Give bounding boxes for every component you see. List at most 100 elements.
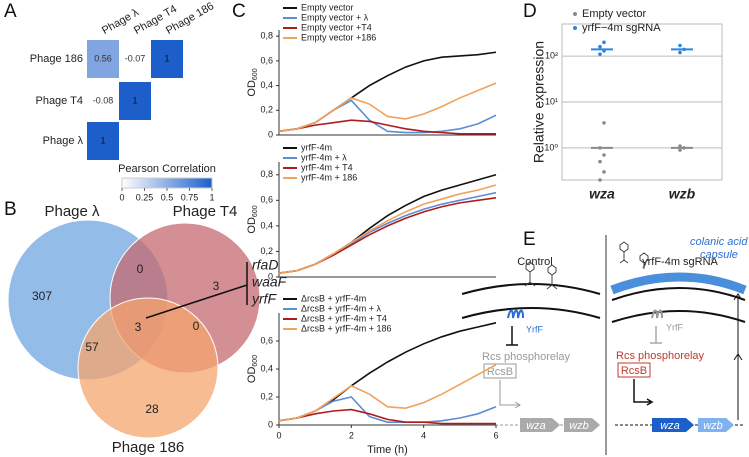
y-tick-label: 0,6 — [260, 335, 273, 345]
y-axis-label-main: OD — [246, 80, 258, 97]
x-tick-label: 0 — [276, 430, 281, 440]
dot — [602, 153, 606, 157]
panel-label: E — [523, 229, 536, 250]
y-tick-label: 10⁰ — [544, 142, 558, 152]
legend-label: yrfF-4m — [301, 142, 332, 152]
capsule-label: colanic acid — [690, 236, 748, 248]
series-line — [278, 408, 496, 425]
y-tick-label: 0,2 — [260, 105, 273, 115]
legend-label: yrfF-4m + T4 — [301, 162, 353, 172]
legend-swatch — [573, 12, 577, 16]
legend-label: ΔrcsB + yrfF-4m + T4 — [301, 313, 387, 323]
y-tick-label: 0 — [268, 129, 273, 139]
y-tick-label: 0,6 — [260, 195, 273, 205]
series-line — [278, 196, 497, 274]
regulator-box — [617, 362, 651, 378]
cell-label: -0.08 — [93, 95, 114, 105]
y-axis-label-main: OD — [246, 367, 258, 384]
protein-label: YrfF — [526, 324, 544, 334]
activation — [633, 379, 654, 406]
y-axis-label-sub: 600 — [252, 205, 259, 217]
y-tick-label: 0,4 — [260, 220, 273, 230]
y-axis-label-main: OD — [246, 217, 258, 234]
y-tick-label: 0 — [268, 271, 273, 281]
series-line — [278, 119, 496, 135]
legend-label: ΔrcsB + yrfF-4m — [301, 293, 366, 303]
regulator-label: RcsB — [487, 366, 513, 378]
legend-label: yrfF−4m sgRNA — [582, 22, 661, 34]
heatmap-cell — [151, 40, 183, 78]
set-label: Phage 186 — [112, 439, 185, 456]
gene-label: rfaD — [252, 257, 278, 273]
region-count: 57 — [85, 340, 99, 354]
colorbar-tick-label: 0.25 — [136, 192, 154, 202]
x-tick-label: wza — [589, 186, 615, 202]
region-count: 3 — [213, 279, 220, 293]
legend-label: Empty vector — [582, 8, 647, 20]
heatmap-cell — [119, 82, 151, 120]
legend-label: Empty vector — [301, 2, 354, 12]
regulator-label: RcsB — [621, 365, 647, 377]
heatmap-cell — [87, 122, 119, 160]
legend-label: Empty vector + λ — [301, 12, 369, 22]
legend-label: Empty vector +186 — [301, 32, 376, 42]
y-tick-label: 0,4 — [260, 363, 273, 373]
gene-label: wza — [660, 420, 680, 432]
y-axis-label: Relative expression — [531, 41, 547, 163]
region-count: 0 — [193, 319, 200, 333]
y-tick-label: 0 — [268, 419, 273, 429]
colorbar-tick-label: 0.75 — [181, 192, 199, 202]
y-tick-label: 0,6 — [260, 55, 273, 65]
dot — [602, 170, 606, 174]
row-label: Phage 186 — [30, 53, 83, 65]
region-count: 0 — [137, 262, 144, 276]
x-tick-label: 4 — [421, 430, 426, 440]
colorbar-tick-label: 0 — [119, 192, 124, 202]
set-label: Phage T4 — [173, 203, 238, 220]
outer-membrane — [611, 287, 746, 301]
outer-membrane — [461, 283, 601, 295]
set-label: Phage λ — [44, 203, 100, 220]
cell-label: -0.07 — [125, 53, 146, 63]
heatmap-cell — [119, 40, 151, 78]
heatmap-cell — [87, 40, 119, 78]
dot — [678, 43, 682, 48]
diagram-title: Control — [517, 256, 552, 268]
y-tick-label: 0,4 — [260, 80, 273, 90]
panel-label: A — [4, 1, 17, 22]
dot — [598, 159, 602, 164]
venn-set — [77, 297, 219, 439]
x-tick-label: 2 — [349, 430, 354, 440]
dot — [678, 50, 682, 55]
colorbar-title: Pearson Correlation — [118, 163, 216, 175]
protein-label: YrfF — [666, 322, 684, 332]
gene-label: wzb — [703, 420, 723, 432]
legend-swatch — [573, 26, 577, 30]
series-line — [278, 396, 497, 423]
y-tick-label: 0,2 — [260, 246, 273, 256]
x-tick-label: wzb — [669, 186, 696, 202]
gene-label: wza — [526, 420, 546, 432]
dot — [602, 121, 606, 125]
inner-membrane — [611, 310, 746, 323]
capsule-label: capsule — [700, 249, 738, 261]
gene-arrow — [698, 418, 734, 432]
y-axis-label: OD600 — [246, 205, 259, 233]
series-line — [278, 191, 497, 274]
gene-label: wzb — [569, 420, 589, 432]
dot — [678, 144, 682, 148]
panel-label: C — [232, 1, 246, 22]
gene-arrow — [652, 418, 694, 432]
panel-label: D — [523, 1, 537, 22]
legend-label: yrfF-4m + λ — [301, 152, 347, 162]
mechanism-diagram: Control yrfF-4m sgRNA YrfF YrfF Rcs phos… — [461, 235, 748, 455]
y-axis-label-sub: 600 — [252, 355, 259, 367]
y-axis-label: OD600 — [246, 355, 259, 383]
x-axis-label: Time (h) — [367, 444, 408, 456]
colorbar — [121, 177, 213, 189]
heatmap-cell — [87, 82, 119, 120]
series-line — [278, 184, 497, 274]
legend-label: yrfF-4m + 186 — [301, 172, 357, 182]
dot — [598, 178, 602, 182]
